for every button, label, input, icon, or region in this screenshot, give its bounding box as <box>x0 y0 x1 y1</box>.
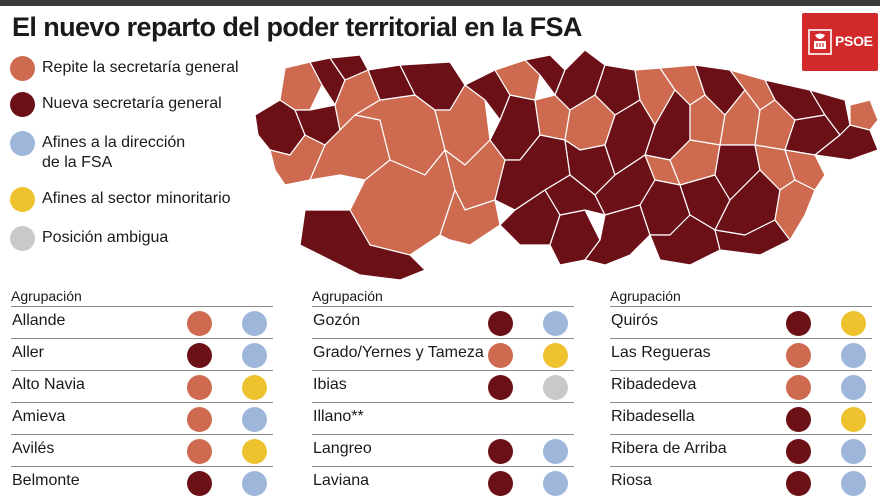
table-row: Ribadedeva <box>610 370 872 402</box>
table-row: Amieva <box>11 402 273 434</box>
legend-label: Posición ambigua <box>42 229 169 246</box>
page-title: El nuevo reparto del poder territorial e… <box>12 12 582 42</box>
column-header: Agrupación <box>610 288 681 304</box>
table-row: Avilés <box>11 434 273 466</box>
secretaria-dot <box>786 471 811 496</box>
row-name: Aller <box>12 344 45 361</box>
table-row: Las Regueras <box>610 338 872 370</box>
row-name: Laviana <box>313 472 370 489</box>
posicion-dot <box>242 343 267 368</box>
secretaria-dot <box>488 375 513 400</box>
table-row: Riosa <box>610 466 872 498</box>
table-row: Illano** <box>312 402 574 434</box>
posicion-dot <box>543 375 568 400</box>
map-region <box>784 149 826 191</box>
legend-swatch <box>10 187 35 212</box>
posicion-dot <box>242 375 267 400</box>
secretaria-dot <box>488 311 513 336</box>
posicion-dot <box>841 343 866 368</box>
table-row: Allande <box>11 306 273 338</box>
row-name: Ibias <box>313 376 347 393</box>
posicion-dot <box>543 343 568 368</box>
secretaria-dot <box>786 407 811 432</box>
legend-label: Nueva secretaría general <box>42 95 222 112</box>
legend-swatch <box>10 131 35 156</box>
table-row: Grado/Yernes y Tameza <box>312 338 574 370</box>
secretaria-dot <box>187 343 212 368</box>
row-name: Avilés <box>12 440 55 457</box>
legend-swatch <box>10 56 35 81</box>
posicion-dot <box>841 311 866 336</box>
table-row: Ribadesella <box>610 402 872 434</box>
posicion-dot <box>242 439 267 464</box>
row-name: Illano** <box>313 408 364 425</box>
posicion-dot <box>543 471 568 496</box>
table-row: Laviana <box>312 466 574 498</box>
posicion-dot <box>242 311 267 336</box>
secretaria-dot <box>187 311 212 336</box>
posicion-dot <box>841 439 866 464</box>
secretaria-dot <box>187 471 212 496</box>
secretaria-dot <box>786 311 811 336</box>
row-name: Langreo <box>313 440 372 457</box>
table-row: Quirós <box>610 306 872 338</box>
top-rule <box>0 0 880 6</box>
row-name: Ribadesella <box>611 408 695 425</box>
map-region <box>494 59 541 101</box>
legend-label: Repite la secretaría general <box>42 59 239 76</box>
secretaria-dot <box>187 407 212 432</box>
row-name: Quirós <box>611 312 659 329</box>
table-row: Langreo <box>312 434 574 466</box>
row-name: Belmonte <box>12 472 80 489</box>
row-name: Allande <box>12 312 66 329</box>
secretaria-dot <box>187 375 212 400</box>
table-row: Ibias <box>312 370 574 402</box>
posicion-dot <box>543 311 568 336</box>
posicion-dot <box>841 375 866 400</box>
secretaria-dot <box>786 375 811 400</box>
row-name: Las Regueras <box>611 344 711 361</box>
posicion-dot <box>841 407 866 432</box>
secretaria-dot <box>187 439 212 464</box>
posicion-dot <box>543 439 568 464</box>
legend-label-line2: de la FSA <box>42 154 113 171</box>
column-header: Agrupación <box>11 288 82 304</box>
row-name: Riosa <box>611 472 652 489</box>
row-name: Amieva <box>12 408 66 425</box>
legend-swatch <box>10 226 35 251</box>
map-region <box>439 189 501 246</box>
table-row: Aller <box>11 338 273 370</box>
row-name: Gozón <box>313 312 361 329</box>
row-name: Grado/Yernes y Tameza <box>313 344 484 361</box>
legend-label: Afines al sector minoritario <box>42 190 231 207</box>
secretaria-dot <box>786 439 811 464</box>
column-header: Agrupación <box>312 288 383 304</box>
row-name: Ribera de Arriba <box>611 440 727 457</box>
table-row: Gozón <box>312 306 574 338</box>
table-row: Alto Navia <box>11 370 273 402</box>
map-region <box>299 209 426 281</box>
secretaria-dot <box>488 471 513 496</box>
table-column-3: Agrupación Quirós Las Regueras Ribadedev… <box>610 286 872 498</box>
table-row: Ribera de Arriba <box>610 434 872 466</box>
posicion-dot <box>242 471 267 496</box>
legend-label: Afines a la dirección <box>42 134 186 151</box>
map-svg <box>254 49 879 281</box>
row-name: Ribadedeva <box>611 376 697 393</box>
secretaria-dot <box>488 343 513 368</box>
secretaria-dot <box>786 343 811 368</box>
asturias-map <box>250 40 880 285</box>
table-column-1: Agrupación Allande Aller Alto Navia Amie… <box>11 286 273 498</box>
secretaria-dot <box>488 439 513 464</box>
table-column-2: Agrupación Gozón Grado/Yernes y Tameza I… <box>312 286 574 498</box>
posicion-dot <box>841 471 866 496</box>
row-name: Alto Navia <box>12 376 85 393</box>
map-region <box>849 99 879 131</box>
table-row: Belmonte <box>11 466 273 498</box>
rose-fist-icon <box>808 29 832 55</box>
posicion-dot <box>242 407 267 432</box>
legend-swatch <box>10 92 35 117</box>
logo-text: PSOE <box>835 33 873 49</box>
psoe-logo: PSOE <box>802 13 878 71</box>
